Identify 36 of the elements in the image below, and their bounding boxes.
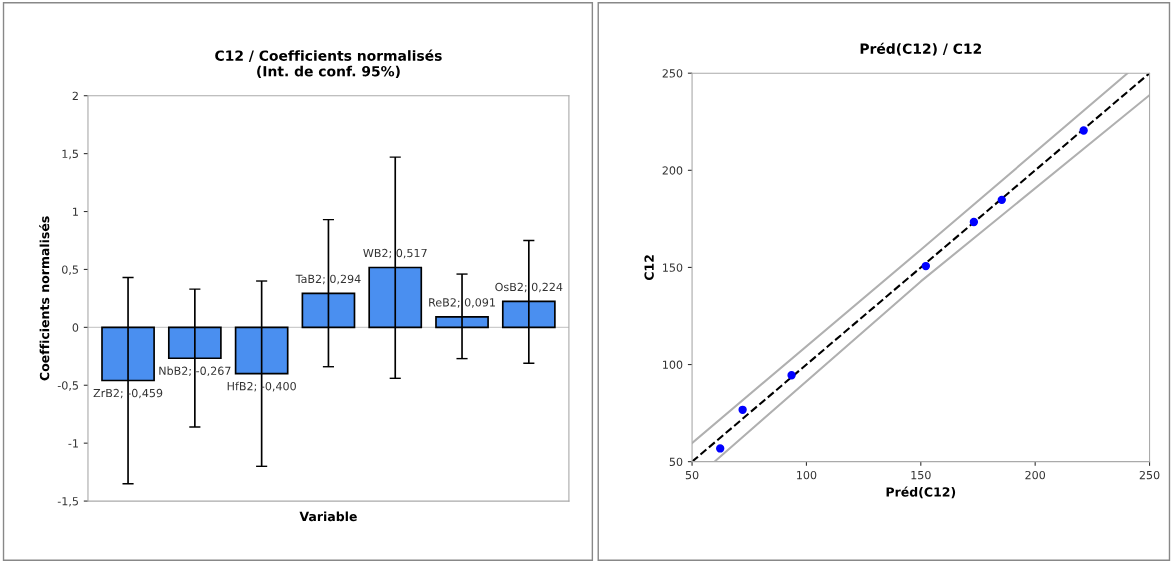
x-tick-label: 250	[1139, 470, 1160, 480]
point	[738, 405, 747, 414]
chart-title: C12 / Coefficients normalisés (Int. de conf. 95%)	[215, 49, 442, 79]
y-axis-title: C12	[644, 255, 654, 281]
point	[1079, 126, 1088, 135]
point	[716, 444, 725, 453]
y-tick-label: 1,5	[62, 149, 78, 160]
x-axis-title: Variable	[299, 511, 357, 522]
data-label: TaB2; 0,294	[295, 274, 361, 285]
y-axis-title: Coefficients normalisés	[39, 216, 50, 381]
y-tick-label: 150	[663, 263, 683, 272]
data-label: WB2; 0,517	[363, 248, 427, 259]
y-tick-label: 0	[72, 323, 79, 332]
data-label: NbB2; -0,267	[159, 366, 231, 377]
data-label: ReB2; 0,091	[429, 298, 495, 308]
x-tick-label: 50	[685, 470, 699, 480]
point	[787, 371, 796, 380]
y-tick-label: 0,5	[62, 265, 78, 275]
y-tick-label: 50	[669, 457, 683, 467]
x-tick-label: 150	[911, 470, 931, 480]
x-tick-label: 100	[797, 470, 817, 480]
y-tick-label: 250	[662, 69, 683, 78]
x-tick-label: 200	[1025, 470, 1046, 480]
y-tick-label: -0,5	[57, 381, 78, 391]
point	[921, 261, 931, 271]
chart-title: Préd(C12) / C12	[860, 42, 982, 56]
y-tick-label: 100	[663, 360, 683, 369]
point	[997, 195, 1006, 204]
y-tick-label: 200	[662, 166, 683, 175]
y-tick-label: -1,5	[57, 497, 78, 507]
x-axis-title: Préd(C12)	[886, 486, 956, 499]
y-tick-label: 2	[72, 91, 78, 100]
y-tick-label: -1	[68, 439, 78, 448]
data-label: OsB2; 0,224	[495, 282, 563, 293]
y-tick-label: 1	[73, 207, 78, 216]
point	[969, 217, 979, 227]
